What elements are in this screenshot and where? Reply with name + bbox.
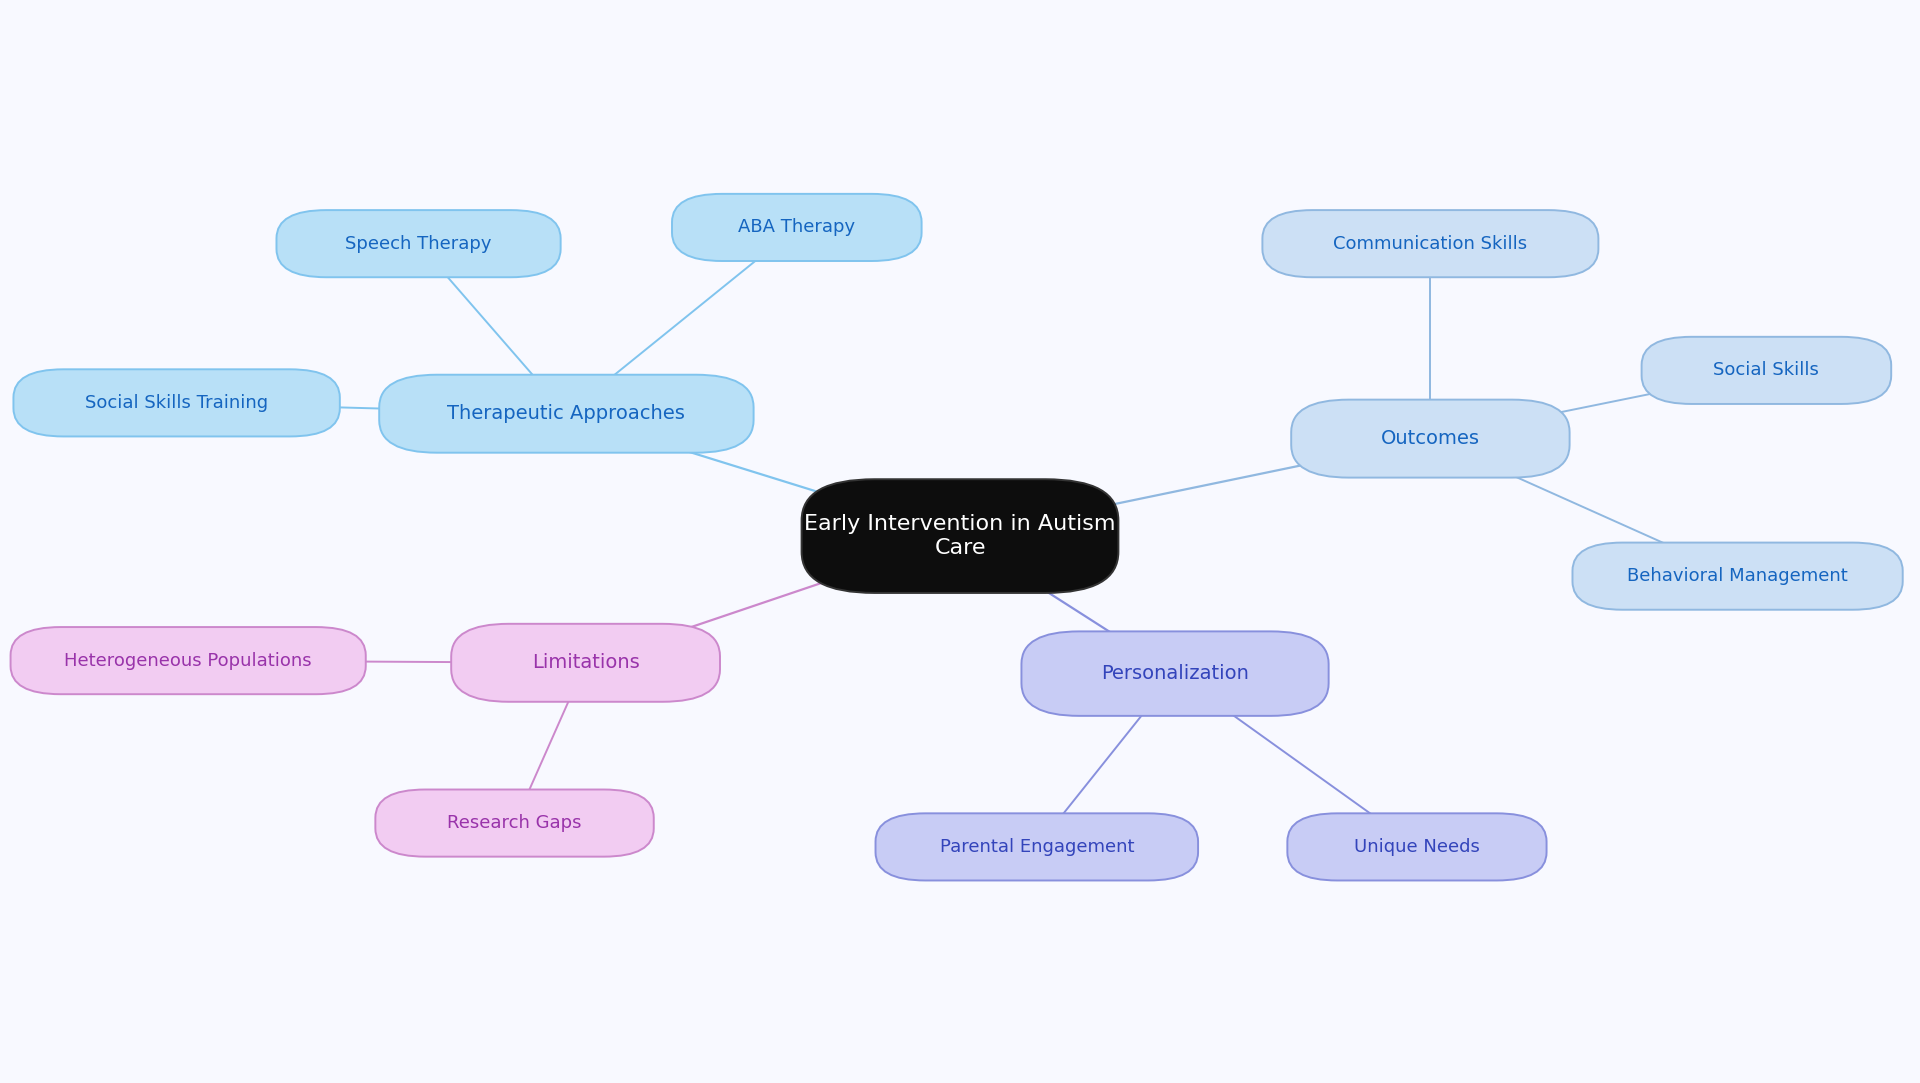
Text: Limitations: Limitations	[532, 653, 639, 673]
FancyBboxPatch shape	[1642, 337, 1891, 404]
Text: Social Skills: Social Skills	[1713, 362, 1820, 379]
FancyBboxPatch shape	[378, 375, 753, 453]
FancyBboxPatch shape	[1290, 400, 1569, 478]
FancyBboxPatch shape	[801, 479, 1117, 593]
FancyBboxPatch shape	[13, 369, 340, 436]
FancyBboxPatch shape	[672, 194, 922, 261]
Text: Unique Needs: Unique Needs	[1354, 838, 1480, 856]
Text: Research Gaps: Research Gaps	[447, 814, 582, 832]
FancyBboxPatch shape	[876, 813, 1198, 880]
Text: Therapeutic Approaches: Therapeutic Approaches	[447, 404, 685, 423]
Text: Parental Engagement: Parental Engagement	[939, 838, 1135, 856]
FancyBboxPatch shape	[1572, 543, 1903, 610]
FancyBboxPatch shape	[1263, 210, 1597, 277]
FancyBboxPatch shape	[1286, 813, 1548, 880]
FancyBboxPatch shape	[451, 624, 720, 702]
Text: Early Intervention in Autism
Care: Early Intervention in Autism Care	[804, 513, 1116, 559]
Text: Behavioral Management: Behavioral Management	[1628, 567, 1847, 585]
Text: Outcomes: Outcomes	[1380, 429, 1480, 448]
Text: Speech Therapy: Speech Therapy	[346, 235, 492, 252]
Text: Social Skills Training: Social Skills Training	[84, 394, 269, 412]
Text: ABA Therapy: ABA Therapy	[737, 219, 856, 236]
Text: Communication Skills: Communication Skills	[1332, 235, 1528, 252]
Text: Personalization: Personalization	[1100, 664, 1250, 683]
FancyBboxPatch shape	[276, 210, 561, 277]
FancyBboxPatch shape	[376, 790, 653, 857]
FancyBboxPatch shape	[12, 627, 365, 694]
Text: Heterogeneous Populations: Heterogeneous Populations	[65, 652, 311, 669]
FancyBboxPatch shape	[1021, 631, 1329, 716]
